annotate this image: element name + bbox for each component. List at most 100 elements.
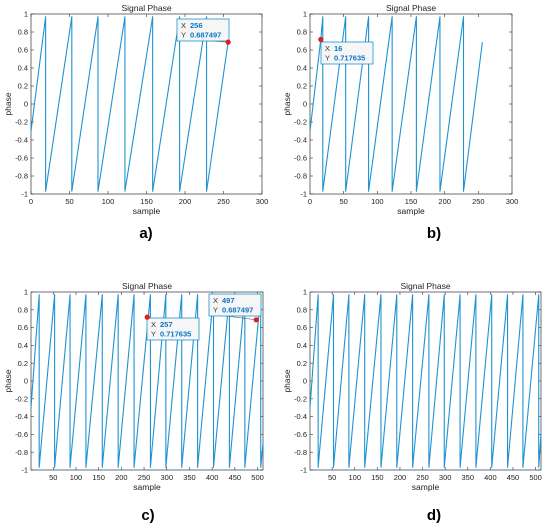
x-tick-label: 300: [160, 473, 173, 482]
y-tick-label: 1: [24, 288, 28, 297]
y-tick-label: -1: [21, 190, 28, 199]
plot-frame: [309, 291, 542, 471]
y-tick-label: 0.6: [297, 46, 307, 55]
datatip-marker: [225, 39, 231, 45]
y-tick-label: 0.2: [18, 82, 28, 91]
datatip-box: [176, 18, 230, 42]
chart-title: Signal Phase: [386, 3, 436, 13]
panel-label: a): [139, 225, 152, 242]
y-tick-label: 0.4: [18, 341, 28, 350]
datatip-y-key: Y: [325, 54, 330, 63]
y-tick-label: 0.4: [297, 64, 307, 73]
datatip-marker: [318, 36, 324, 43]
y-tick-label: -0.8: [15, 172, 28, 181]
y-tick-label: -0.4: [15, 136, 28, 145]
datatip-marker: [253, 317, 259, 323]
chart-panel-2: Signal Phase -1 -0.8 -0.6 -0.4 -0.2 0 0.2 0.4 0.6…: [282, 3, 518, 242]
x-tick-label: 150: [371, 473, 384, 482]
y-tick-label: 0.8: [297, 28, 307, 37]
datatip-y-key: Y: [181, 31, 186, 40]
datatip-y-key: Y: [213, 306, 218, 315]
datatip-x-value: 256: [190, 21, 203, 30]
plot-frame: [309, 13, 513, 195]
x-axis-label: sample: [133, 206, 161, 216]
y-tick-label: -1: [21, 466, 28, 475]
y-tick-label: -0.4: [294, 136, 307, 145]
x-tick-label: 50: [65, 197, 73, 206]
datatip-y-value: 0.717635: [334, 54, 365, 63]
x-tick-label: 50: [49, 473, 57, 482]
phase-series-line: [30, 16, 229, 192]
datatip-y-value: 0.717635: [160, 330, 191, 339]
y-tick-label: -0.6: [294, 430, 307, 439]
y-tick-label: 0: [303, 100, 307, 109]
x-tick-label: 400: [484, 473, 497, 482]
y-tick-label: 1: [24, 10, 28, 19]
y-tick-label: -0.6: [15, 430, 28, 439]
datatip-box: [208, 293, 262, 317]
y-axis-label: phase: [282, 92, 292, 115]
y-tick-label: 0.8: [18, 28, 28, 37]
x-tick-label: 200: [115, 473, 128, 482]
x-tick-label: 300: [256, 197, 269, 206]
x-tick-label: 500: [529, 473, 542, 482]
y-tick-label: -0.8: [294, 172, 307, 181]
datatip-y-value: 0.687497: [222, 306, 253, 315]
x-tick-label: 250: [138, 473, 151, 482]
x-tick-label: 200: [394, 473, 407, 482]
x-tick-label: 350: [183, 473, 196, 482]
y-tick-label: -0.4: [294, 412, 307, 421]
datatip-x-value: 257: [160, 320, 173, 329]
y-tick-label: 0.6: [18, 46, 28, 55]
y-tick-label: -0.6: [294, 154, 307, 163]
y-axis-label: phase: [282, 369, 292, 392]
panel-label: b): [427, 225, 441, 242]
y-tick-label: 0.6: [297, 323, 307, 332]
x-tick-label: 450: [507, 473, 520, 482]
chart-title: Signal Phase: [122, 281, 172, 291]
y-tick-label: -1: [300, 466, 307, 475]
datatip-x-key: X: [181, 21, 186, 30]
y-tick-label: -0.2: [294, 394, 307, 403]
datatip-x-key: X: [151, 320, 156, 329]
plot-frame: [30, 13, 263, 195]
x-tick-label: 50: [328, 473, 336, 482]
y-tick-label: -0.2: [15, 394, 28, 403]
x-tick-label: 300: [439, 473, 452, 482]
x-tick-label: 100: [371, 197, 384, 206]
y-tick-label: 0: [24, 100, 28, 109]
x-tick-label: 250: [416, 473, 429, 482]
y-tick-label: 0.6: [18, 323, 28, 332]
x-tick-label: 200: [179, 197, 192, 206]
y-tick-label: 0.8: [18, 305, 28, 314]
y-tick-label: -0.8: [15, 448, 28, 457]
chart-panel-3: Signal Phase -1 -0.8 -0.6 -0.4 -0.2 0 0.2 0.4 0.6…: [3, 281, 264, 524]
y-tick-label: -0.4: [15, 412, 28, 421]
x-tick-label: 0: [29, 197, 33, 206]
datatip-x-value: 497: [222, 296, 235, 305]
x-tick-label: 50: [339, 197, 347, 206]
chart-title: Signal Phase: [400, 281, 450, 291]
datatip-box: [320, 41, 374, 65]
y-tick-label: 0: [303, 377, 307, 386]
datatip-x-key: X: [213, 296, 218, 305]
x-tick-label: 100: [70, 473, 83, 482]
chart-panel-1: Signal Phase -1 -0.8 -0.6 -0.4 -0.2 0 0.2 0.4 0.6…: [3, 3, 268, 242]
y-tick-label: 0.4: [18, 64, 28, 73]
x-axis-label: sample: [412, 482, 440, 492]
datatip-y-value: 0.687497: [190, 31, 221, 40]
x-tick-label: 300: [506, 197, 519, 206]
x-tick-label: 100: [348, 473, 361, 482]
y-tick-label: 0.4: [297, 341, 307, 350]
y-tick-label: 0.2: [297, 359, 307, 368]
y-axis-label: phase: [3, 92, 13, 115]
x-tick-label: 250: [217, 197, 230, 206]
panel-label: d): [427, 507, 441, 524]
y-tick-label: 0: [24, 377, 28, 386]
x-tick-label: 150: [140, 197, 153, 206]
datatip-x-value: 16: [334, 44, 342, 53]
x-tick-label: 0: [308, 197, 312, 206]
y-tick-label: 1: [303, 288, 307, 297]
y-tick-label: 1: [303, 10, 307, 19]
